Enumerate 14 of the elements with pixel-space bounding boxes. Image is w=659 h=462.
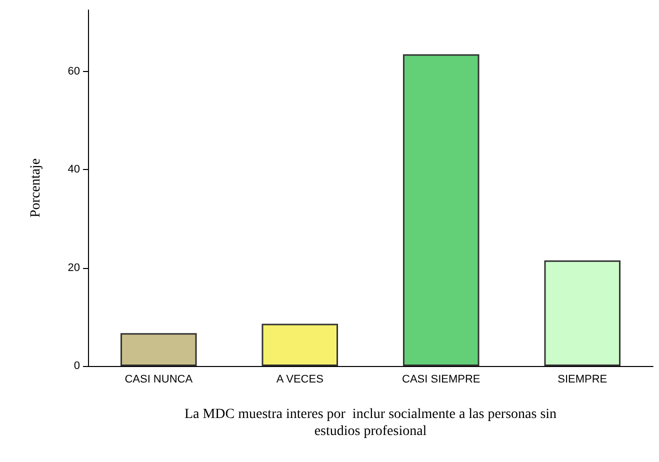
y-tick-label: 60 (68, 65, 80, 78)
y-axis-title: Porcentaje (28, 158, 44, 218)
x-tick-label: CASI SIEMPRE (402, 374, 480, 386)
x-tick-label: SIEMPRE (558, 374, 608, 386)
bar (120, 333, 197, 366)
y-tick-label: 40 (68, 164, 80, 176)
bar (402, 54, 480, 366)
bar (262, 324, 338, 366)
bar (544, 260, 621, 366)
x-tick-label: CASI NUNCA (124, 374, 194, 386)
x-axis-title: La MDC muestra interes por inclur socialmente a las personas sin estudios profesional (184, 407, 557, 439)
y-tick-label: 0 (74, 360, 80, 372)
y-tick-label: 20 (68, 262, 80, 274)
x-tick-label: A VECES (276, 374, 324, 386)
